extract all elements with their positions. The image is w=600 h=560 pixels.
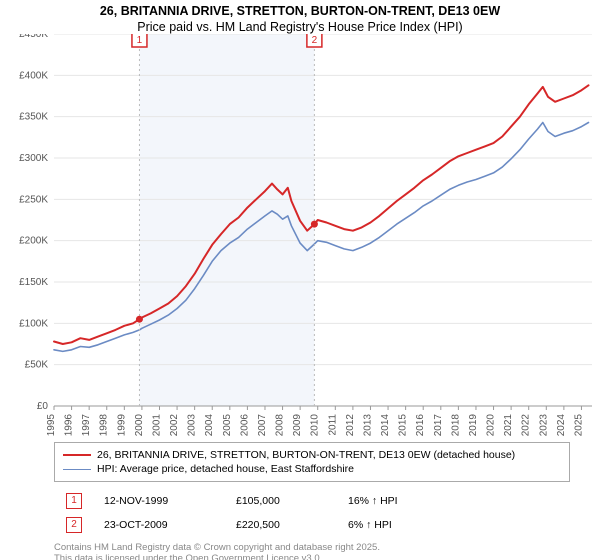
table-row: 1 12-NOV-1999£105,00016% ↑ HPI xyxy=(56,490,408,512)
legend: 26, BRITANNIA DRIVE, STRETTON, BURTON-ON… xyxy=(54,442,570,482)
svg-text:2020: 2020 xyxy=(486,414,497,437)
table-row: 2 23-OCT-2009£220,5006% ↑ HPI xyxy=(56,514,408,536)
svg-text:2025: 2025 xyxy=(573,414,584,437)
marker-box-icon: 2 xyxy=(66,517,82,533)
svg-text:2008: 2008 xyxy=(275,414,286,437)
legend-swatch xyxy=(63,469,91,470)
svg-text:1996: 1996 xyxy=(64,414,75,437)
svg-text:2006: 2006 xyxy=(239,414,250,437)
svg-text:£400K: £400K xyxy=(19,70,48,81)
svg-text:2009: 2009 xyxy=(292,414,303,437)
sale-date: 12-NOV-1999 xyxy=(94,490,224,512)
svg-text:£200K: £200K xyxy=(19,236,48,247)
svg-text:1999: 1999 xyxy=(116,414,127,437)
svg-text:2: 2 xyxy=(312,35,318,46)
svg-text:2012: 2012 xyxy=(345,414,356,437)
svg-text:2017: 2017 xyxy=(433,414,444,437)
svg-text:2023: 2023 xyxy=(538,414,549,437)
title-line2: Price paid vs. HM Land Registry's House … xyxy=(0,20,600,34)
title-line1: 26, BRITANNIA DRIVE, STRETTON, BURTON-ON… xyxy=(0,4,600,18)
svg-text:2003: 2003 xyxy=(187,414,198,437)
legend-label: HPI: Average price, detached house, East… xyxy=(97,463,354,475)
sale-delta: 16% ↑ HPI xyxy=(338,490,408,512)
svg-text:1998: 1998 xyxy=(99,414,110,437)
svg-text:2016: 2016 xyxy=(415,414,426,437)
svg-text:2011: 2011 xyxy=(327,414,338,436)
svg-text:£100K: £100K xyxy=(19,318,48,329)
svg-text:£450K: £450K xyxy=(19,34,48,40)
footer-line2: This data is licensed under the Open Gov… xyxy=(54,553,570,560)
legend-row: 26, BRITANNIA DRIVE, STRETTON, BURTON-ON… xyxy=(63,449,561,461)
svg-text:1995: 1995 xyxy=(46,414,57,437)
legend-row: HPI: Average price, detached house, East… xyxy=(63,463,561,475)
svg-text:1997: 1997 xyxy=(81,414,92,437)
svg-text:£350K: £350K xyxy=(19,112,48,123)
price-chart: £0 £50K £100K £150K £200K £250K £300K £350K £400… xyxy=(0,34,600,442)
svg-text:2010: 2010 xyxy=(310,414,321,437)
svg-text:£250K: £250K xyxy=(19,194,48,205)
svg-text:2015: 2015 xyxy=(398,414,409,437)
svg-text:2000: 2000 xyxy=(134,414,145,437)
svg-text:2013: 2013 xyxy=(362,414,373,437)
sale-date: 23-OCT-2009 xyxy=(94,514,224,536)
svg-text:2002: 2002 xyxy=(169,414,180,437)
svg-text:£50K: £50K xyxy=(25,360,49,371)
sale-price: £105,000 xyxy=(226,490,336,512)
svg-text:£300K: £300K xyxy=(19,153,48,164)
marker-box-icon: 1 xyxy=(66,493,82,509)
footer-line1: Contains HM Land Registry data © Crown c… xyxy=(54,542,570,553)
svg-text:2022: 2022 xyxy=(521,414,532,437)
svg-text:£150K: £150K xyxy=(19,277,48,288)
svg-text:2018: 2018 xyxy=(450,414,461,437)
svg-text:2021: 2021 xyxy=(503,414,514,437)
svg-text:2005: 2005 xyxy=(222,414,233,437)
svg-text:£0: £0 xyxy=(37,401,49,412)
svg-text:2007: 2007 xyxy=(257,414,268,437)
svg-text:2001: 2001 xyxy=(151,414,162,437)
svg-text:2019: 2019 xyxy=(468,414,479,437)
legend-swatch xyxy=(63,454,91,456)
sales-table: 1 12-NOV-1999£105,00016% ↑ HPI 2 23-OCT-200… xyxy=(54,488,410,538)
svg-text:2024: 2024 xyxy=(556,414,567,437)
sale-price: £220,500 xyxy=(226,514,336,536)
sale-delta: 6% ↑ HPI xyxy=(338,514,408,536)
svg-text:2004: 2004 xyxy=(204,414,215,437)
legend-label: 26, BRITANNIA DRIVE, STRETTON, BURTON-ON… xyxy=(97,449,515,461)
svg-text:1: 1 xyxy=(137,35,143,46)
svg-text:2014: 2014 xyxy=(380,414,391,437)
